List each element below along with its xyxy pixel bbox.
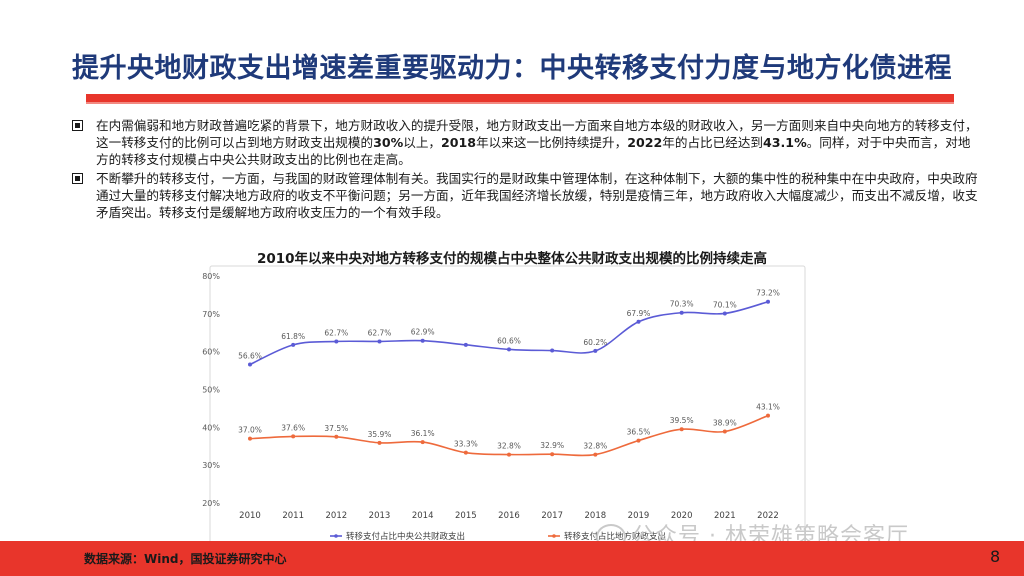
y-tick-label: 70% — [202, 310, 220, 319]
series-2-point — [550, 452, 555, 457]
y-tick-label: 80% — [202, 272, 220, 281]
x-tick-label: 2017 — [541, 511, 563, 521]
title-underline-accent — [86, 102, 954, 104]
footer-bar — [0, 541, 1024, 576]
series-2-point — [636, 438, 641, 443]
bullet-list: 在内需偏弱和地方财政普遍吃紧的背景下，地方财政收入的提升受限，地方财政支出一方面… — [70, 117, 980, 223]
data-label: 70.1% — [713, 300, 737, 309]
series-2-point — [291, 434, 296, 439]
bullet-item-2: 不断攀升的转移支付，一方面，与我国的财政管理体制有关。我国实行的是财政集中管理体… — [70, 170, 980, 221]
data-label: 32.8% — [583, 442, 607, 451]
bullet-1-bold-2022: 2022 — [627, 135, 663, 150]
x-tick-label: 2012 — [326, 511, 348, 521]
y-tick-label: 50% — [202, 386, 220, 395]
x-tick-label: 2022 — [757, 511, 779, 521]
series-2-point — [766, 413, 770, 418]
series-1-point — [420, 338, 425, 343]
series-1-point — [722, 311, 727, 316]
bullet-1-text-d: 年的占比已经达到 — [662, 135, 763, 150]
data-label: 37.0% — [238, 426, 262, 435]
series-2-point — [463, 450, 468, 455]
series-1-point — [377, 339, 382, 344]
data-label: 37.6% — [281, 423, 305, 432]
data-label: 61.8% — [281, 332, 305, 341]
y-tick-label: 20% — [202, 499, 220, 508]
data-label: 56.6% — [238, 352, 262, 361]
x-tick-label: 2018 — [585, 511, 607, 521]
data-label: 43.1% — [756, 403, 780, 412]
series-2-point — [679, 427, 684, 432]
series-1-point — [463, 342, 468, 347]
bullet-1-text-b: 以上， — [403, 135, 441, 150]
bullet-1-bold-43: 43.1% — [763, 135, 807, 150]
data-source: 数据来源：Wind，国投证券研究中心 — [84, 552, 287, 566]
series-1-point — [507, 347, 511, 352]
data-label: 60.2% — [583, 338, 607, 347]
x-tick-label: 2020 — [671, 511, 693, 521]
series-2-point — [377, 440, 382, 445]
data-label: 32.9% — [540, 441, 564, 450]
series-1-point — [636, 319, 641, 324]
data-label: 36.1% — [411, 429, 435, 438]
data-label: 39.5% — [670, 416, 694, 425]
data-label: 73.2% — [756, 289, 780, 298]
square-bullet-icon — [72, 120, 83, 131]
series-1-point — [248, 362, 252, 367]
data-label: 62.7% — [368, 328, 392, 337]
bullet-1-text-e: 。同样，对于中央而言，对地方的转移支付规模占中央公共财政支出的比例也在走高。 — [96, 135, 971, 167]
data-label: 35.9% — [368, 430, 392, 439]
legend-marker — [334, 534, 338, 538]
bullet-1-bold-30: 30% — [373, 135, 404, 150]
series-2-point — [722, 429, 727, 434]
data-label: 33.3% — [454, 440, 478, 449]
data-label: 37.5% — [324, 424, 348, 433]
square-bullet-icon — [72, 173, 83, 184]
bullet-2-text: 不断攀升的转移支付，一方面，与我国的财政管理体制有关。我国实行的是财政集中管理体… — [96, 171, 978, 220]
legend-label: 转移支付占比中央公共财政支出 — [346, 531, 465, 542]
y-tick-label: 60% — [202, 348, 220, 357]
x-tick-label: 2011 — [282, 511, 304, 521]
title-underline-bar — [86, 94, 954, 102]
data-label: 60.6% — [497, 336, 521, 345]
y-tick-label: 30% — [202, 461, 220, 470]
bullet-1-text-c: 年以来这一比例持续提升， — [476, 135, 628, 150]
x-tick-label: 2015 — [455, 511, 477, 521]
data-label: 62.9% — [411, 328, 435, 337]
series-2-point — [507, 452, 511, 457]
series-1-point — [593, 348, 598, 353]
series-2-point — [420, 440, 425, 445]
x-tick-label: 2014 — [412, 511, 434, 521]
bullet-1-text-a: 在内需偏弱和地方财政普遍吃紧的背景下，地方财政收入的提升受限，地方财政支出一方面… — [96, 118, 978, 150]
data-label: 38.9% — [713, 418, 737, 427]
x-tick-label: 2019 — [628, 511, 650, 521]
chart-title: 2010年以来中央对地方转移支付的规模占中央整体公共财政支出规模的比例持续走高 — [256, 251, 768, 267]
x-tick-label: 2010 — [239, 511, 261, 521]
legend-marker — [552, 534, 556, 538]
data-label: 70.3% — [670, 300, 694, 309]
bullet-item-1: 在内需偏弱和地方财政普遍吃紧的背景下，地方财政收入的提升受限，地方财政支出一方面… — [70, 117, 980, 168]
y-tick-label: 40% — [202, 423, 220, 432]
data-label: 67.9% — [627, 309, 651, 318]
series-2-point — [593, 452, 598, 457]
series-1-point — [334, 339, 339, 344]
data-label: 32.8% — [497, 442, 521, 451]
data-label: 62.7% — [324, 328, 348, 337]
series-1-point — [550, 348, 555, 353]
x-tick-label: 2016 — [498, 511, 520, 521]
series-1-point — [679, 310, 684, 315]
page-title: 提升央地财政支出增速差重要驱动力：中央转移支付力度与地方化债进程 — [72, 53, 952, 84]
page-number: 8 — [990, 547, 1001, 566]
series-2-point — [334, 434, 339, 439]
series-2-point — [248, 436, 252, 441]
series-1-point — [291, 342, 296, 347]
data-label: 36.5% — [627, 428, 651, 437]
series-1-point — [766, 299, 770, 304]
x-tick-label: 2013 — [369, 511, 391, 521]
x-tick-label: 2021 — [714, 511, 736, 521]
bullet-1-bold-2018: 2018 — [441, 135, 477, 150]
